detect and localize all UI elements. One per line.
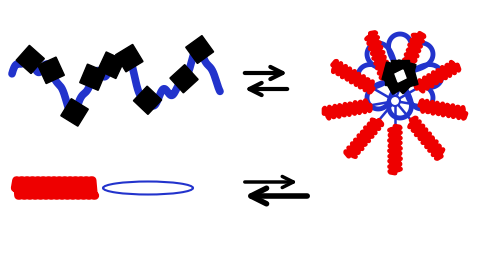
Polygon shape (61, 99, 88, 126)
Polygon shape (170, 65, 198, 93)
Polygon shape (80, 64, 106, 90)
Polygon shape (98, 52, 124, 79)
Polygon shape (396, 67, 418, 89)
Circle shape (390, 96, 400, 106)
Polygon shape (38, 57, 64, 84)
Polygon shape (391, 60, 409, 78)
Polygon shape (133, 86, 162, 115)
Polygon shape (390, 68, 416, 94)
Polygon shape (394, 60, 416, 82)
Polygon shape (391, 67, 409, 85)
Polygon shape (385, 67, 403, 85)
Polygon shape (16, 45, 44, 74)
Polygon shape (186, 36, 214, 63)
Polygon shape (116, 44, 143, 72)
Polygon shape (382, 62, 404, 84)
Polygon shape (384, 70, 408, 94)
Polygon shape (395, 70, 406, 82)
